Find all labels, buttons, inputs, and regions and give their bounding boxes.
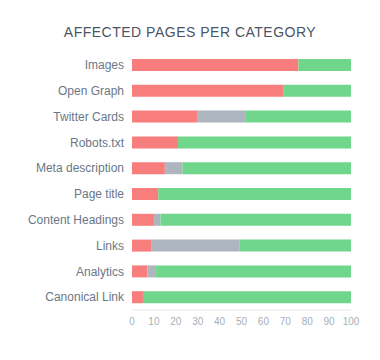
svg-text:Meta description: Meta description — [36, 161, 124, 175]
svg-text:80: 80 — [302, 316, 314, 327]
svg-text:40: 40 — [214, 316, 226, 327]
svg-text:20: 20 — [170, 316, 182, 327]
svg-text:Page title: Page title — [74, 187, 124, 201]
svg-text:Links: Links — [96, 239, 124, 253]
svg-text:30: 30 — [192, 316, 204, 327]
svg-text:Robots.txt: Robots.txt — [70, 136, 125, 150]
svg-text:Images: Images — [85, 58, 124, 72]
svg-text:60: 60 — [258, 316, 270, 327]
html-text:AFFECTED PAGES PER CATEGORY: AFFECTED PAGES PER CATEGORY — [63, 24, 317, 40]
svg-text:100: 100 — [343, 316, 360, 327]
svg-text:90: 90 — [324, 316, 336, 327]
svg-text:70: 70 — [280, 316, 292, 327]
svg-text:0: 0 — [129, 316, 135, 327]
svg-text:10: 10 — [148, 316, 160, 327]
svg-text:50: 50 — [236, 316, 248, 327]
svg-text:Canonical Link: Canonical Link — [45, 290, 125, 304]
svg-text:Open Graph: Open Graph — [58, 84, 124, 98]
svg-text:Content Headings: Content Headings — [28, 213, 124, 227]
svg-text:Analytics: Analytics — [76, 265, 124, 279]
svg-text:Twitter Cards: Twitter Cards — [53, 110, 124, 124]
